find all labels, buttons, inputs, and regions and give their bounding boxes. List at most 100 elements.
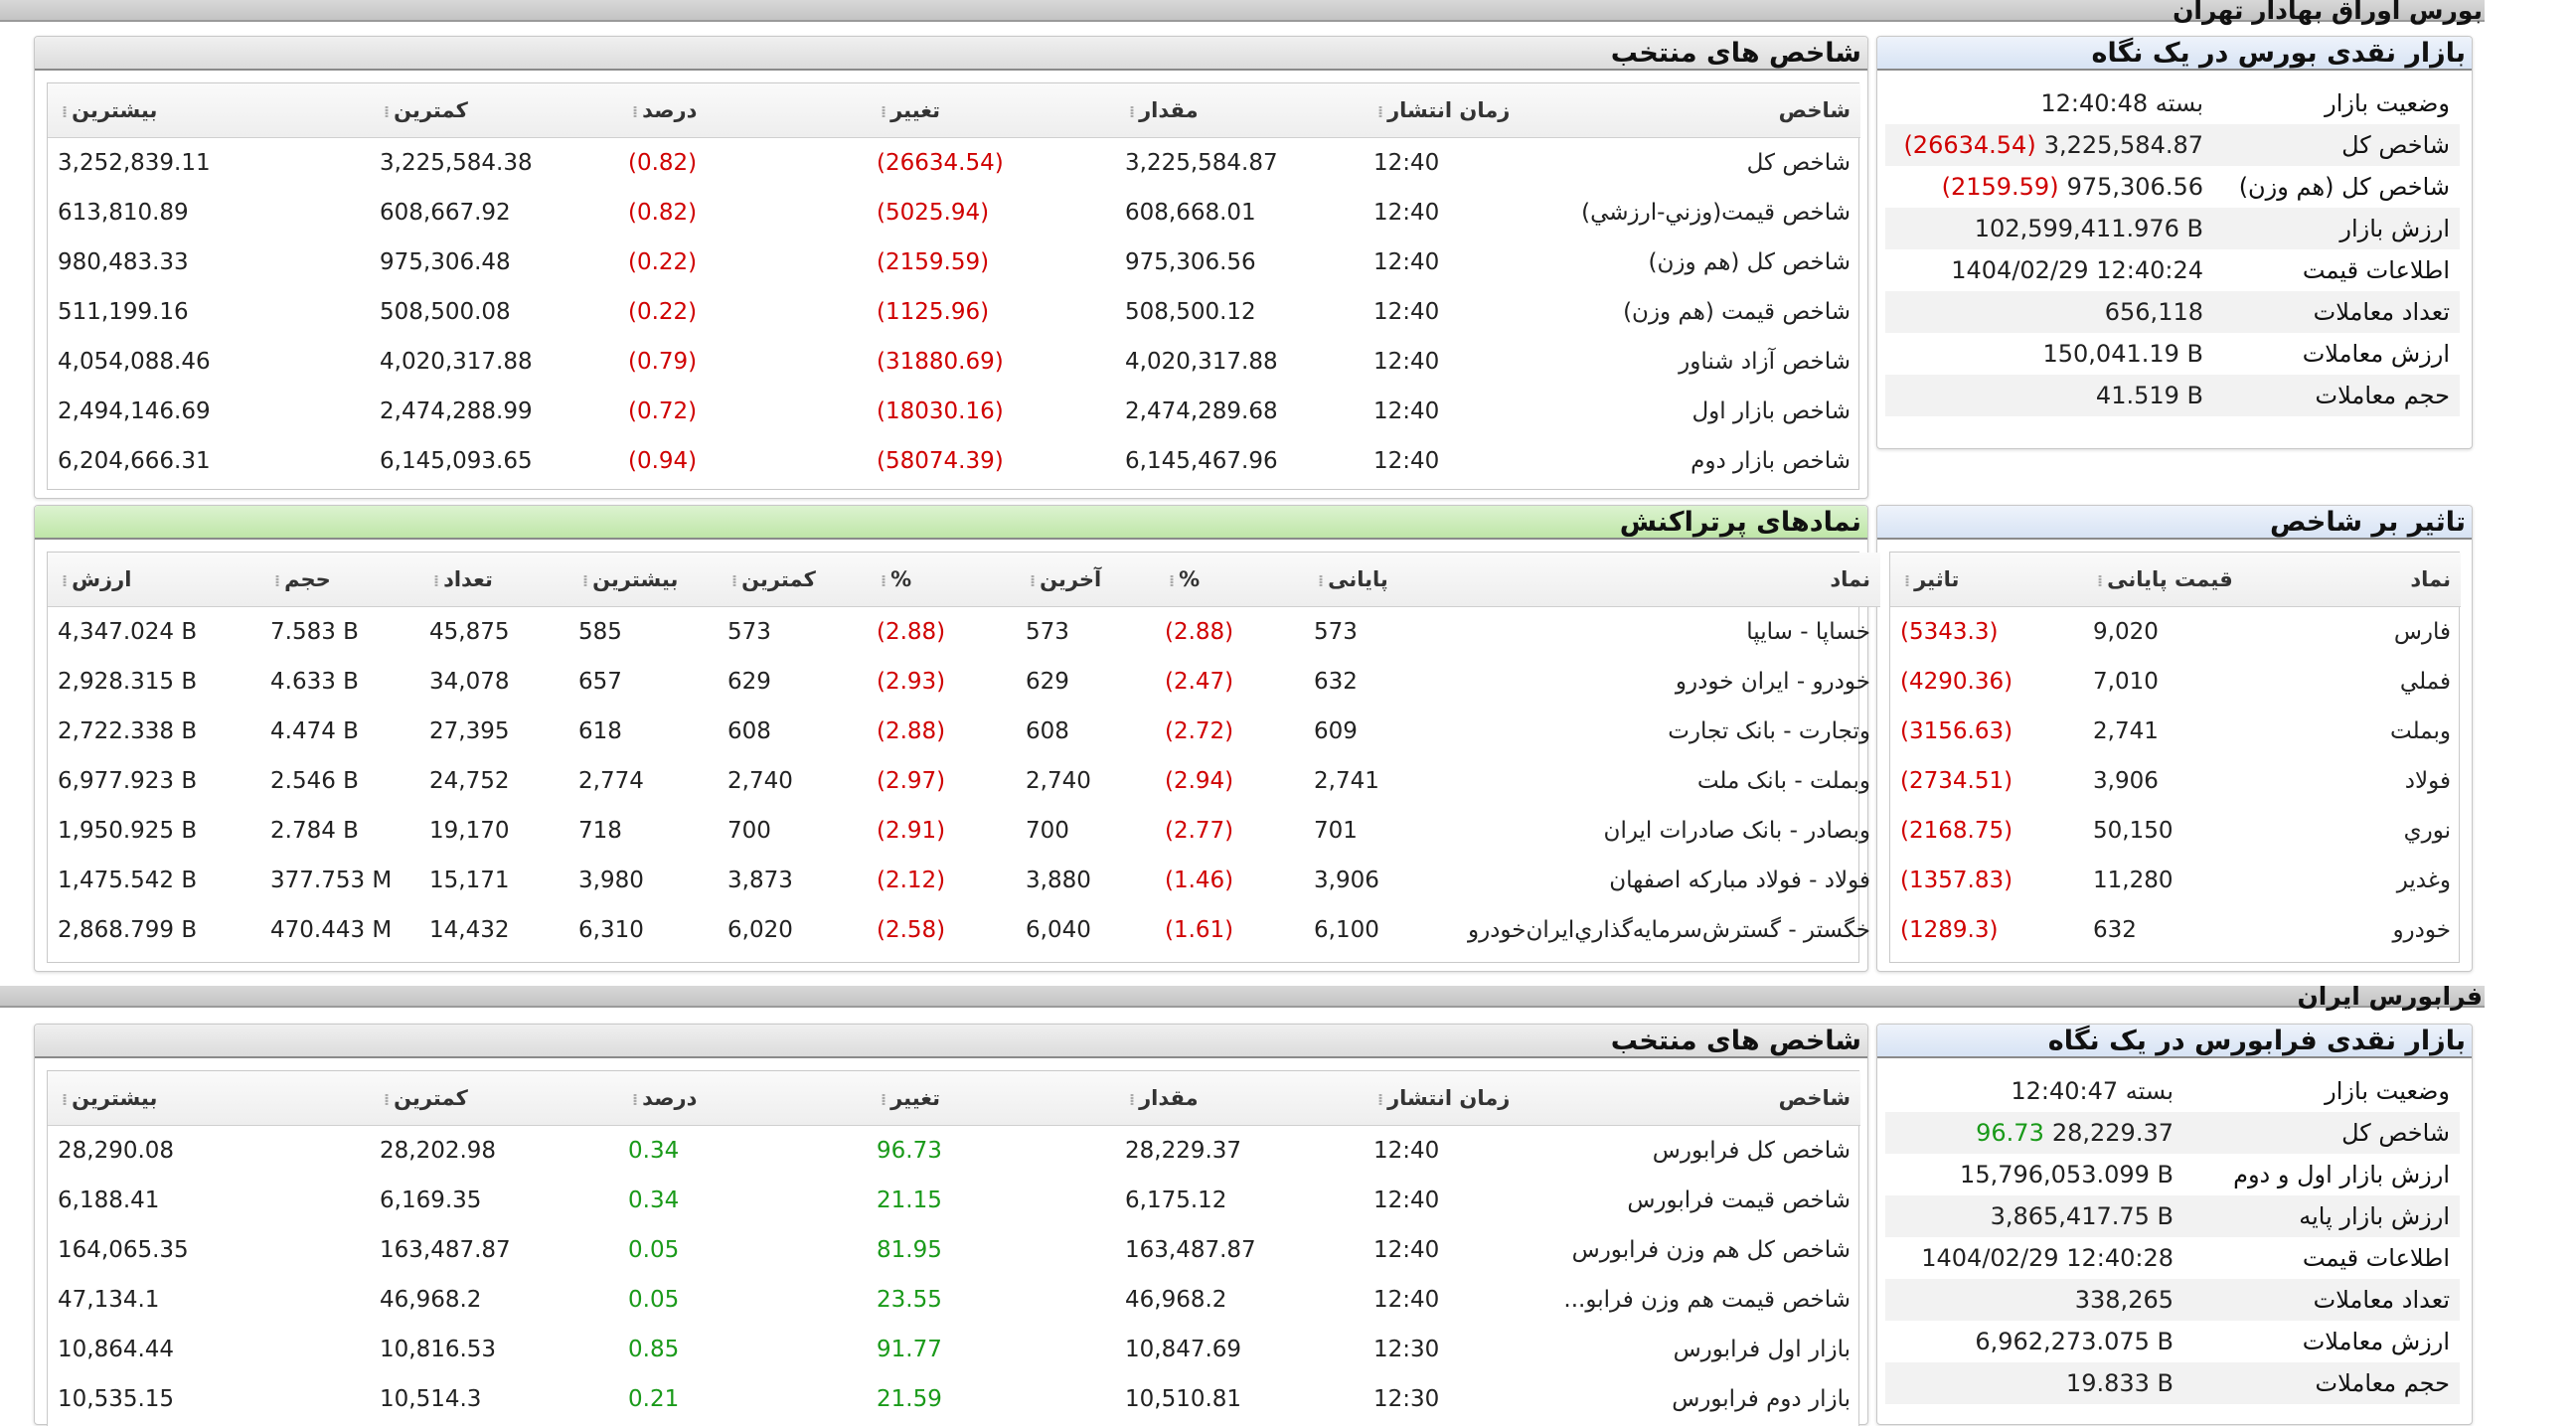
- column-header[interactable]: بیشترین⁞: [568, 553, 718, 607]
- sort-icon[interactable]: ⁞: [582, 571, 589, 590]
- sort-icon[interactable]: ⁞: [384, 102, 391, 121]
- column-header[interactable]: درصد⁞: [618, 83, 867, 138]
- table-row[interactable]: شاخص کل 12:40 3,225,584.87 (26634.54) (0.82)…: [48, 138, 1860, 189]
- column-header[interactable]: شاخص: [1542, 1071, 1860, 1126]
- table-cell[interactable]: بازار اول فرابورس: [1673, 1337, 1851, 1362]
- table-row[interactable]: شاخص کل هم وزن فرابورس 12:40 163,487.87 81.…: [48, 1225, 1860, 1275]
- table-cell[interactable]: خودرو: [2392, 917, 2451, 943]
- sort-icon[interactable]: ⁞: [1377, 1090, 1384, 1109]
- sort-icon[interactable]: ⁞: [1169, 571, 1176, 590]
- table-cell[interactable]: وبملت: [2389, 718, 2451, 744]
- table-row[interactable]: خگستر - گسترش‌سرمايه‌گذاري‌ايران‌خودرو 6,…: [48, 905, 1880, 955]
- table-row[interactable]: فارس 9,020 (5343.3): [1890, 607, 2461, 658]
- column-header[interactable]: نماد: [1443, 553, 1880, 607]
- column-header[interactable]: زمان انتشار⁞: [1364, 83, 1542, 138]
- column-header[interactable]: %⁞: [1155, 553, 1304, 607]
- column-header[interactable]: حجم⁞: [260, 553, 419, 607]
- table-row[interactable]: شاخص کل (هم وزن) 12:40 975,306.56 (2159.59)…: [48, 238, 1860, 287]
- sort-icon[interactable]: ⁞: [62, 1090, 69, 1109]
- sort-icon[interactable]: ⁞: [632, 1090, 639, 1109]
- column-header[interactable]: آخرین⁞: [1016, 553, 1155, 607]
- table-row[interactable]: شاخص قیمت هم وزن فرابو... 12:40 46,968.2 23…: [48, 1275, 1860, 1325]
- sort-icon[interactable]: ⁞: [2097, 571, 2104, 590]
- column-header[interactable]: مقدار⁞: [1115, 1071, 1364, 1126]
- column-header[interactable]: نماد: [2272, 553, 2461, 607]
- table-cell[interactable]: بازار دوم فرابورس: [1672, 1386, 1851, 1412]
- table-cell[interactable]: وغدير: [2396, 868, 2451, 893]
- table-row[interactable]: فولاد - فولاد مبارکه اصفهان 3,906 (1.46) 3,…: [48, 856, 1880, 905]
- sort-icon[interactable]: ⁞: [1318, 571, 1325, 590]
- table-cell[interactable]: وتجارت - بانک تجارت: [1668, 718, 1870, 744]
- column-header[interactable]: %⁞: [867, 553, 1016, 607]
- table-cell[interactable]: فارس: [2393, 619, 2451, 645]
- table-cell[interactable]: شاخص قيمت(وزني-ارزشي): [1581, 200, 1851, 226]
- sort-icon[interactable]: ⁞: [881, 102, 887, 121]
- table-row[interactable]: شاخص قيمت (هم وزن) 12:40 508,500.12 (1125.9…: [48, 287, 1860, 337]
- table-row[interactable]: فولاد 3,906 (2734.51): [1890, 756, 2461, 806]
- column-header[interactable]: درصد⁞: [618, 1071, 867, 1126]
- table-cell[interactable]: خگستر - گسترش‌سرمايه‌گذاري‌ايران‌خودرو: [1467, 917, 1870, 943]
- table-row[interactable]: وبملت 2,741 (3156.63): [1890, 707, 2461, 756]
- sort-icon[interactable]: ⁞: [1129, 102, 1136, 121]
- column-header[interactable]: پایانی⁞: [1304, 553, 1443, 607]
- column-header[interactable]: بیشترین⁞: [48, 1071, 370, 1126]
- table-cell[interactable]: شاخص کل فرابورس: [1652, 1138, 1851, 1164]
- sort-icon[interactable]: ⁞: [274, 571, 281, 590]
- table-row[interactable]: خودرو 632 (1289.3): [1890, 905, 2461, 955]
- column-header[interactable]: تاثیر⁞: [1890, 553, 2083, 607]
- column-header[interactable]: تغییر⁞: [867, 1071, 1115, 1126]
- table-cell[interactable]: فولاد - فولاد مبارکه اصفهان: [1609, 868, 1870, 893]
- sort-icon[interactable]: ⁞: [731, 571, 738, 590]
- table-cell[interactable]: نوري: [2403, 818, 2451, 844]
- table-cell[interactable]: شاخص بازار اول: [1691, 398, 1851, 424]
- table-row[interactable]: شاخص کل فرابورس 12:40 28,229.37 96.73 0.34 28…: [48, 1126, 1860, 1177]
- table-cell[interactable]: شاخص بازار دوم: [1690, 448, 1851, 474]
- column-header[interactable]: قیمت پایانی⁞: [2083, 553, 2272, 607]
- table-row[interactable]: وبصادر - بانک صادرات ايران 701 (2.77) 700 (2…: [48, 806, 1880, 856]
- table-row[interactable]: شاخص قيمت(وزني-ارزشي) 12:40 608,668.01 (502…: [48, 188, 1860, 238]
- sort-icon[interactable]: ⁞: [632, 102, 639, 121]
- table-row[interactable]: خودرو - ايران خودرو 632 (2.47) 629 (2.93) 629…: [48, 657, 1880, 707]
- table-row[interactable]: وغدير 11,280 (1357.83): [1890, 856, 2461, 905]
- table-cell[interactable]: وبصادر - بانک صادرات ايران: [1603, 818, 1870, 844]
- column-header[interactable]: کمترین⁞: [370, 83, 618, 138]
- sort-icon[interactable]: ⁞: [62, 571, 69, 590]
- sort-icon[interactable]: ⁞: [433, 571, 440, 590]
- table-row[interactable]: شاخص بازار اول 12:40 2,474,289.68 (18030.16…: [48, 387, 1860, 436]
- table-row[interactable]: فملي 7,010 (4290.36): [1890, 657, 2461, 707]
- table-row[interactable]: شاخص آزاد شناور 12:40 4,020,317.88 (31880.6…: [48, 337, 1860, 387]
- sort-icon[interactable]: ⁞: [1904, 571, 1911, 590]
- table-cell[interactable]: خساپا - سايپا: [1746, 619, 1870, 645]
- column-header[interactable]: مقدار⁞: [1115, 83, 1364, 138]
- column-header[interactable]: ارزش⁞: [48, 553, 260, 607]
- sort-icon[interactable]: ⁞: [1377, 102, 1384, 121]
- table-cell[interactable]: شاخص کل: [1746, 150, 1851, 176]
- table-cell[interactable]: شاخص قیمت فرابورس: [1627, 1188, 1851, 1213]
- sort-icon[interactable]: ⁞: [1129, 1090, 1136, 1109]
- column-header[interactable]: بیشترین⁞: [48, 83, 370, 138]
- sort-icon[interactable]: ⁞: [1030, 571, 1037, 590]
- sort-icon[interactable]: ⁞: [62, 102, 69, 121]
- sort-icon[interactable]: ⁞: [881, 1090, 887, 1109]
- table-cell[interactable]: خودرو - ايران خودرو: [1675, 669, 1870, 695]
- sort-icon[interactable]: ⁞: [881, 571, 887, 590]
- table-cell[interactable]: فملي: [2399, 669, 2451, 695]
- table-cell[interactable]: شاخص قیمت هم وزن فرابو...: [1563, 1287, 1851, 1313]
- table-row[interactable]: شاخص قیمت فرابورس 12:40 6,175.12 21.15 0.34 6…: [48, 1176, 1860, 1225]
- table-row[interactable]: وبملت - بانک ملت 2,741 (2.94) 2,740 (2.97) 2,…: [48, 756, 1880, 806]
- table-cell[interactable]: شاخص کل (هم وزن): [1648, 249, 1851, 275]
- table-cell[interactable]: وبملت - بانک ملت: [1696, 768, 1870, 794]
- table-row[interactable]: بازار دوم فرابورس 12:30 10,510.81 21.59 0.21…: [48, 1374, 1860, 1424]
- table-cell[interactable]: شاخص کل هم وزن فرابورس: [1571, 1237, 1851, 1263]
- table-row[interactable]: شاخص بازار دوم 12:40 6,145,467.96 (58074.39…: [48, 436, 1860, 486]
- table-row[interactable]: وتجارت - بانک تجارت 609 (2.72) 608 (2.88) 608…: [48, 707, 1880, 756]
- table-row[interactable]: نوري 50,150 (2168.75): [1890, 806, 2461, 856]
- column-header[interactable]: تغییر⁞: [867, 83, 1115, 138]
- column-header[interactable]: شاخص: [1542, 83, 1860, 138]
- table-cell[interactable]: شاخص آزاد شناور: [1679, 349, 1851, 375]
- table-cell[interactable]: فولاد: [2404, 768, 2451, 794]
- sort-icon[interactable]: ⁞: [384, 1090, 391, 1109]
- table-cell[interactable]: شاخص قيمت (هم وزن): [1623, 299, 1851, 325]
- column-header[interactable]: تعداد⁞: [419, 553, 568, 607]
- table-row[interactable]: خساپا - سايپا 573 (2.88) 573 (2.88) 573 585 45,…: [48, 607, 1880, 658]
